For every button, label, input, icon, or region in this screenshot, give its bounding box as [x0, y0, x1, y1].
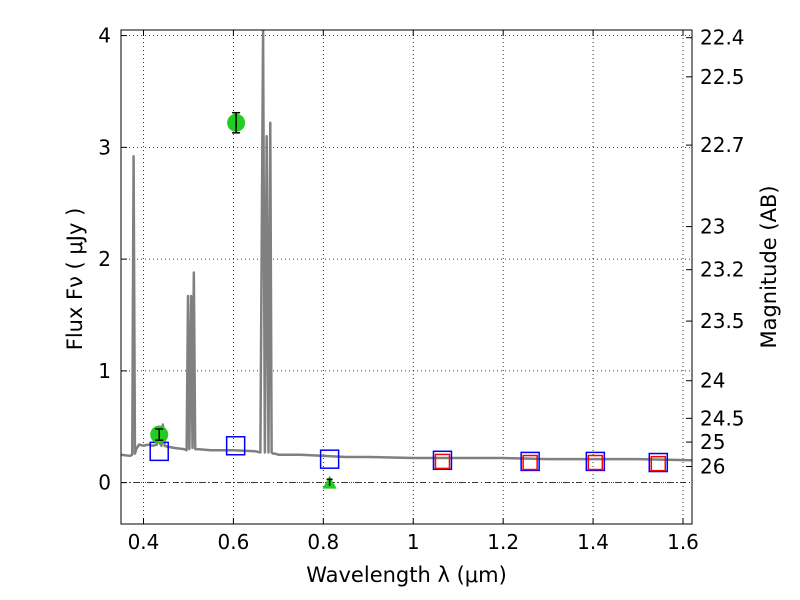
y2-tick-label: 22.4	[700, 26, 745, 50]
x-tick-label: 1.6	[667, 530, 699, 554]
y2-tick-label: 26	[700, 454, 725, 478]
y-tick-labels: 0 1 2 3 4	[98, 24, 111, 495]
y2-tick-label: 24	[700, 369, 725, 393]
x-tick-label: 0.4	[128, 530, 160, 554]
model-photometry-marker	[432, 450, 453, 471]
y-tick-label: 2	[98, 247, 111, 271]
plot-frame	[120, 29, 693, 525]
x-tick-label: 0.8	[307, 530, 339, 554]
y-tick-label: 0	[98, 471, 111, 495]
x-axis-label: Wavelength λ (μm)	[306, 563, 507, 587]
y2-tick-label: 23.5	[700, 309, 745, 333]
plot-series	[121, 30, 692, 489]
y2-axis-label: Magnitude (AB)	[757, 185, 781, 348]
x-tick-label: 0.6	[217, 530, 249, 554]
x-tick-label: 1	[407, 530, 420, 554]
x-tick-label: 1.4	[577, 530, 609, 554]
model-photometry-marker	[650, 455, 667, 472]
model-photometry-marker	[585, 451, 606, 472]
y2-tick-label: 23	[700, 215, 725, 239]
y2-tick-label: 23.2	[700, 258, 745, 282]
model-photometry-marker	[648, 452, 669, 473]
y2-tick-label: 25	[700, 430, 725, 454]
y-tick-label: 4	[98, 24, 111, 48]
x-tick-labels: 0.4 0.6 0.8 1 1.2 1.4 1.6	[128, 530, 699, 554]
y2-tick-label: 22.5	[700, 65, 745, 89]
y-tick-label: 1	[98, 359, 111, 383]
model-photometry-marker	[319, 449, 340, 469]
model-photometry-marker	[225, 436, 246, 456]
model-photometry-marker	[522, 454, 538, 471]
model-photometry-marker	[434, 453, 451, 470]
model-photometry-marker	[587, 454, 604, 471]
y2-tick-label: 24.5	[700, 406, 745, 430]
model-photometry-marker	[520, 451, 540, 472]
y-axis-label: Flux Fν ( μJy )	[63, 208, 87, 351]
x-tick-label: 1.2	[487, 530, 519, 554]
axis-ticks	[121, 30, 692, 524]
y-tick-label: 3	[98, 135, 111, 159]
y2-tick-label: 22.7	[700, 133, 745, 157]
